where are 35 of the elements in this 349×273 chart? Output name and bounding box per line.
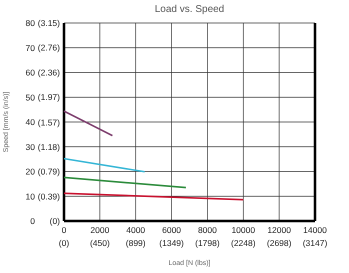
- y2-tick-label: (1.97): [38, 92, 60, 102]
- x2-tick-label: (2698): [266, 238, 292, 248]
- x2-tick-label: (0): [58, 238, 70, 248]
- y-tick-label: 20: [26, 166, 36, 176]
- chart-title: Load vs. Speed: [154, 4, 224, 15]
- x2-tick-label: (450): [90, 238, 110, 248]
- y2-tick-label: (1.57): [38, 117, 60, 128]
- y-tick-label: 10: [26, 191, 36, 202]
- x-tick-label: 14000: [303, 225, 328, 235]
- x-tick-label: 6000: [162, 225, 182, 235]
- y-tick-label: 70: [26, 42, 36, 53]
- x-tick-label: 4000: [126, 225, 146, 235]
- x-tick-label: 2000: [90, 225, 110, 235]
- y2-tick-label: (0): [50, 216, 60, 226]
- x2-tick-label: (1349): [159, 238, 184, 248]
- x2-tick-label: (899): [126, 238, 146, 248]
- x2-tick-label: (2248): [231, 238, 256, 248]
- y-tick-label: 0: [30, 216, 36, 226]
- y-tick-label: 60: [26, 68, 36, 78]
- y-tick-label: 40: [26, 117, 36, 127]
- y2-tick-label: (0.79): [38, 166, 60, 176]
- x-tick-label: 10000: [231, 225, 256, 235]
- y2-tick-label: (2.76): [38, 42, 60, 53]
- x-tick-label: 12000: [267, 225, 292, 235]
- y2-tick-label: (1.18): [38, 142, 60, 152]
- y2-tick-label: (0.39): [38, 191, 60, 202]
- x-tick-label: 0: [62, 225, 67, 235]
- x2-tick-label: (3147): [302, 238, 328, 248]
- x2-tick-label: (1798): [195, 238, 220, 248]
- y2-tick-label: (3.15): [38, 18, 60, 28]
- y-tick-label: 50: [26, 92, 36, 102]
- y-tick-label: 30: [26, 142, 36, 152]
- x-tick-label: 8000: [198, 225, 218, 235]
- y2-tick-label: (2.36): [38, 68, 60, 78]
- y-tick-label: 80: [26, 18, 36, 28]
